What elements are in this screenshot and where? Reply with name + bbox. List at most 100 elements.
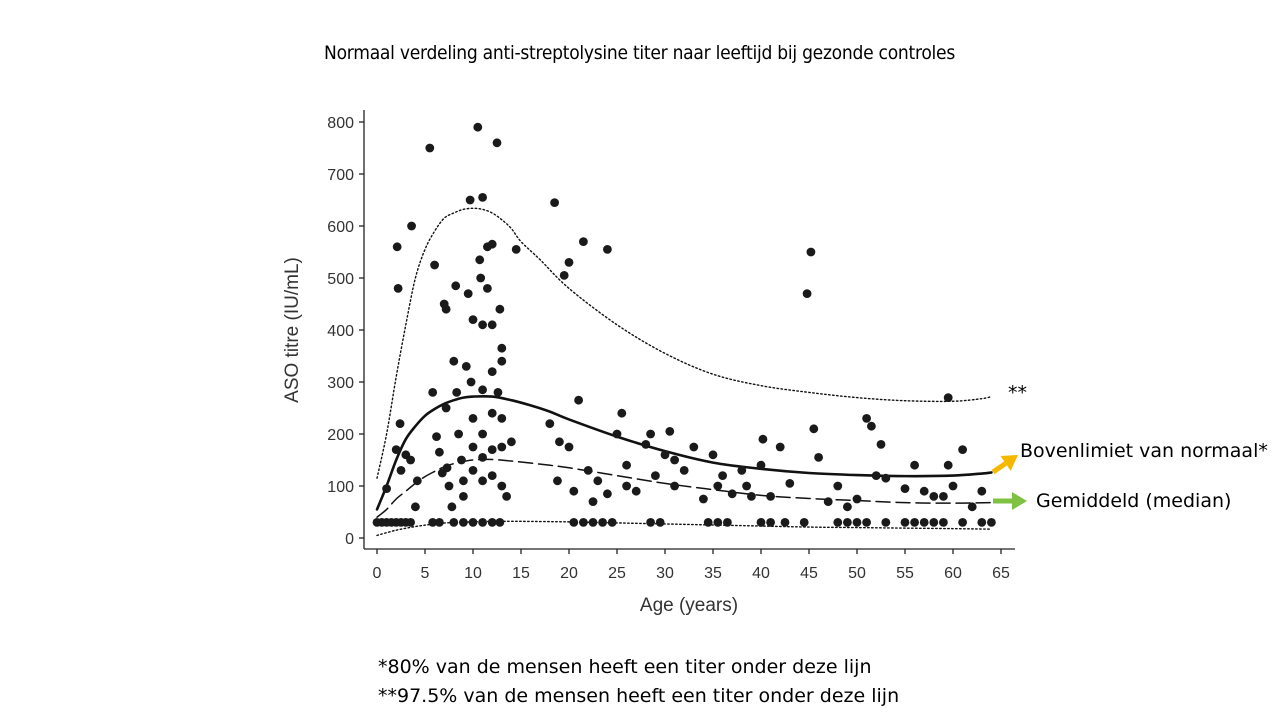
- data-point: [646, 518, 655, 527]
- data-point: [425, 143, 435, 153]
- data-point: [814, 453, 823, 462]
- data-point: [430, 260, 439, 270]
- data-point: [881, 518, 891, 527]
- median-arrow-head: [1012, 492, 1027, 510]
- data-point: [452, 388, 462, 397]
- data-point: [583, 466, 593, 475]
- data-point: [407, 221, 416, 231]
- data-point: [478, 476, 487, 486]
- data-point: [449, 356, 459, 366]
- data-point: [478, 320, 487, 330]
- data-point: [703, 518, 713, 527]
- data-point: [833, 481, 843, 491]
- data-point: [843, 518, 852, 527]
- data-point: [435, 518, 444, 527]
- data-point: [574, 395, 583, 405]
- data-point: [612, 429, 622, 439]
- data-point: [823, 497, 833, 506]
- data-point: [487, 445, 497, 454]
- data-point: [699, 494, 708, 504]
- data-point: [708, 450, 718, 460]
- data-point: [483, 284, 492, 293]
- data-point: [478, 385, 487, 395]
- x-tick-label: 55: [896, 565, 914, 582]
- data-point: [468, 442, 478, 452]
- data-point: [948, 481, 958, 491]
- data-points: [372, 122, 996, 527]
- data-point: [463, 289, 473, 298]
- data-point: [929, 518, 939, 527]
- data-point: [862, 414, 871, 423]
- x-tick-label: 25: [608, 565, 626, 582]
- upper-limit-arrow-shaft: [991, 461, 1008, 475]
- data-point: [487, 320, 497, 330]
- data-point: [727, 489, 737, 499]
- data-point: [468, 414, 478, 423]
- data-point: [655, 518, 665, 527]
- data-point: [555, 437, 564, 447]
- x-tick-label: 5: [421, 565, 430, 582]
- data-point: [919, 486, 929, 496]
- data-point: [943, 393, 953, 402]
- data-point: [559, 271, 569, 280]
- data-point: [497, 343, 507, 353]
- curve-dotted-0: [376, 207, 993, 479]
- data-point: [651, 471, 660, 480]
- data-point: [588, 518, 598, 527]
- x-tick-label: 15: [512, 565, 530, 582]
- data-point: [457, 455, 466, 465]
- y-tick-label: 200: [327, 427, 354, 444]
- data-point: [466, 377, 476, 387]
- data-point: [881, 473, 891, 483]
- data-point: [641, 440, 651, 449]
- data-point: [910, 460, 919, 470]
- data-point: [473, 122, 483, 132]
- chart-axes: 0 100 200 300 400 500 600 700 800 0 5 10 15 20 25 30 35 4…: [282, 110, 1015, 616]
- data-point: [459, 492, 468, 501]
- data-point: [867, 421, 876, 431]
- x-axis-label: Age (years): [640, 595, 738, 616]
- data-point: [689, 442, 699, 452]
- data-point: [579, 518, 588, 527]
- data-point: [411, 502, 420, 512]
- x-tick-label: 35: [704, 565, 722, 582]
- x-tick-label: 40: [752, 565, 770, 582]
- data-point: [393, 284, 403, 293]
- data-point: [852, 518, 862, 527]
- median-label: Gemiddeld (median): [1036, 490, 1232, 512]
- data-point: [799, 518, 809, 527]
- data-point: [910, 518, 919, 527]
- data-point: [391, 445, 401, 454]
- x-tick-label: 20: [560, 565, 578, 582]
- data-point: [833, 518, 843, 527]
- data-point: [843, 502, 852, 512]
- data-point: [487, 471, 497, 480]
- data-point: [451, 281, 461, 291]
- x-tick-label: 10: [464, 565, 482, 582]
- data-point: [382, 484, 391, 493]
- data-point: [775, 442, 785, 452]
- footnote-97-percent: **97.5% van de mensen heeft een titer on…: [378, 685, 900, 707]
- y-tick-label: 0: [345, 531, 354, 548]
- data-point: [876, 440, 886, 449]
- data-point: [919, 518, 929, 527]
- data-point: [478, 518, 487, 527]
- data-point: [435, 447, 444, 457]
- data-point: [958, 518, 967, 527]
- data-point: [569, 518, 579, 527]
- data-point: [607, 518, 617, 527]
- data-point: [497, 442, 507, 452]
- data-point: [487, 239, 497, 249]
- data-point: [442, 463, 452, 473]
- data-point: [802, 289, 812, 298]
- data-point: [392, 242, 402, 252]
- data-point: [660, 450, 670, 460]
- data-point: [564, 442, 574, 452]
- data-point: [758, 434, 768, 444]
- data-point: [569, 486, 579, 496]
- upper-limit-arrow-head: [1000, 455, 1018, 471]
- data-point: [943, 460, 953, 470]
- data-point: [737, 466, 747, 475]
- y-tick-label: 600: [327, 219, 354, 236]
- data-point: [900, 484, 910, 493]
